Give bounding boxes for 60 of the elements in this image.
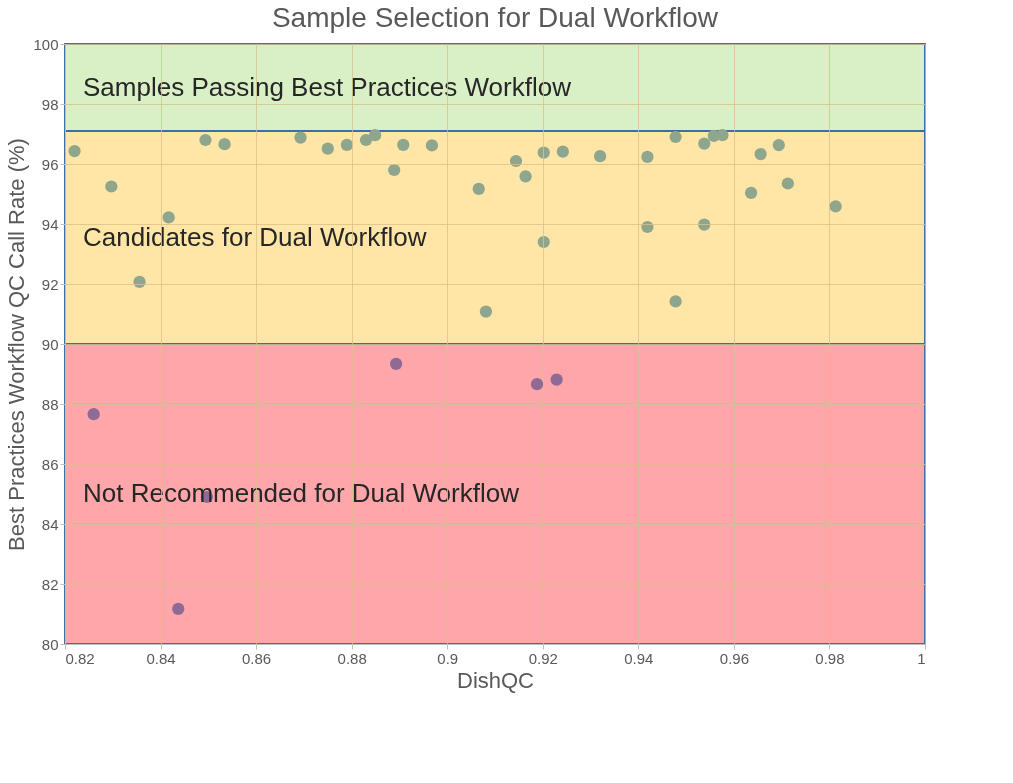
point — [105, 180, 118, 193]
x-tick-label: 0.96 — [719, 649, 749, 667]
point — [87, 408, 100, 421]
x-tick-label: 0.82 — [65, 649, 95, 667]
y-tick-label: 100 — [33, 35, 59, 53]
point — [389, 357, 403, 370]
point — [397, 138, 410, 151]
point — [425, 139, 439, 152]
y-tick-label: 86 — [41, 455, 59, 473]
point — [669, 130, 682, 144]
point — [772, 138, 785, 152]
y-tick-label: 88 — [41, 395, 59, 413]
chart-title: Sample Selection for Dual Workflow — [271, 2, 719, 33]
point — [321, 142, 334, 155]
x-tick-label: 1 — [917, 649, 926, 667]
point — [162, 211, 175, 224]
y-tick-label: 84 — [41, 515, 59, 533]
y-axis-title: Best Practices Workflow QC Call Rate (%) — [4, 138, 30, 551]
x-tick-label: 0.94 — [624, 649, 654, 667]
point — [509, 154, 523, 168]
point — [744, 186, 758, 199]
point — [68, 144, 81, 158]
y-tick-label: 96 — [41, 155, 59, 173]
point — [593, 150, 607, 163]
x-tick-label: 0.84 — [146, 649, 176, 667]
point — [698, 137, 711, 150]
y-tick-label: 98 — [41, 95, 59, 113]
point — [472, 182, 485, 196]
point — [359, 133, 373, 147]
point — [340, 138, 354, 151]
y-tick-label: 94 — [41, 215, 59, 233]
y-tick-label: 92 — [41, 275, 59, 293]
band-label: Candidates for Dual Workflow — [83, 221, 427, 252]
point — [829, 200, 842, 213]
y-tick-label: 90 — [41, 335, 59, 353]
point — [669, 295, 682, 308]
point — [519, 170, 532, 183]
point — [388, 163, 401, 177]
point — [530, 378, 544, 391]
point — [218, 138, 231, 151]
point — [172, 602, 185, 616]
y-tick-label: 82 — [41, 575, 59, 593]
x-axis-title: DishQC — [456, 667, 535, 693]
point — [368, 129, 382, 142]
point — [550, 373, 563, 386]
point — [294, 131, 307, 144]
x-tick-label: 0.86 — [242, 649, 272, 667]
point — [781, 177, 794, 190]
point — [754, 147, 767, 161]
point — [556, 145, 569, 158]
point — [641, 150, 654, 163]
x-tick-label: 0.92 — [528, 649, 558, 667]
y-tick-label: 80 — [41, 635, 59, 653]
point — [199, 133, 212, 147]
band-label: Samples Passing Best Practices Workflow — [83, 71, 572, 102]
x-tick-label: 0.98 — [815, 649, 845, 667]
x-tick-label: 0.9 — [437, 649, 459, 667]
x-tick-label: 0.88 — [337, 649, 367, 667]
point — [479, 305, 493, 318]
band-label: Not Recommended for Dual Workflow — [83, 478, 520, 508]
